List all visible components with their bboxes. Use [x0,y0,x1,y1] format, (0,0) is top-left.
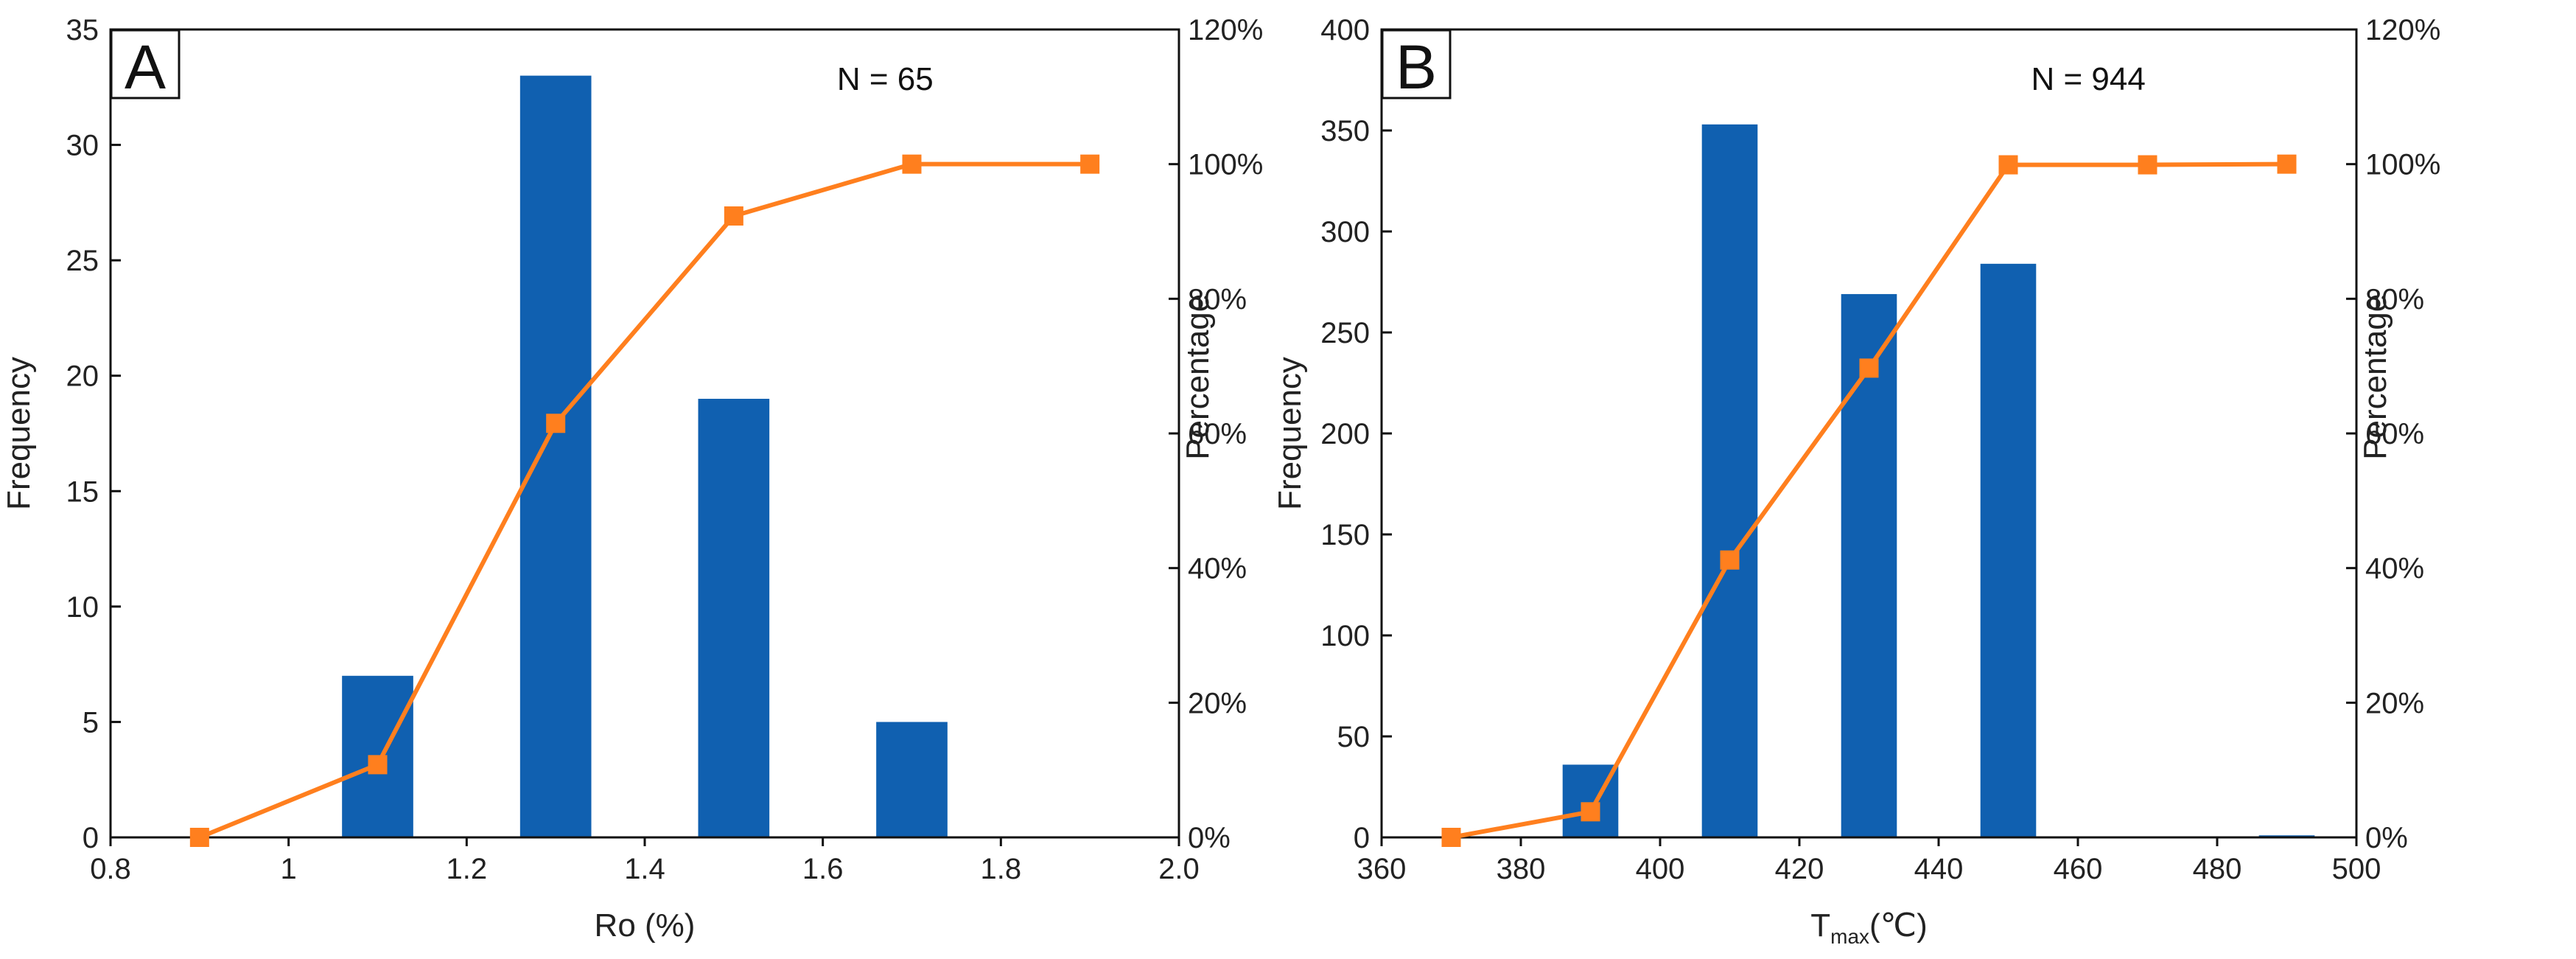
x-tick-label: 480 [2193,853,2242,885]
y-tick-label: 0 [1354,822,1370,854]
x-axis-title: Tmax(℃) [1810,907,1928,948]
y2-tick-label: 20% [2365,687,2424,719]
x-tick-label: 1.6 [802,853,844,885]
x-tick-label: 1.8 [981,853,1022,885]
x-tick-label: 500 [2332,853,2381,885]
y-tick-label: 350 [1320,115,1370,147]
y2-tick-label: 40% [1188,553,1247,585]
line-marker [902,154,922,174]
bar [876,722,948,837]
plot-frame [109,28,1180,839]
y-axis-title: Frequency [1272,357,1308,510]
line-marker [1720,550,1740,570]
line-marker [2277,154,2297,174]
x-tick-label: 420 [1775,853,1824,885]
line-marker [724,206,743,226]
y-tick-label: 250 [1320,317,1370,349]
bar [519,75,592,838]
y2-tick-label: 0% [1188,822,1231,854]
y-tick-label: 100 [1320,620,1370,652]
y2-tick-label: 60% [2365,418,2424,450]
line-marker [1581,802,1600,822]
y2-tick-label: 40% [2365,553,2424,585]
x-tick-label: 0.8 [90,853,131,885]
line-marker [1080,154,1100,174]
bar [1841,293,1897,837]
x-tick-label: 1.2 [447,853,488,885]
line-marker [1859,358,1879,378]
y2-tick-label: 120% [2365,14,2440,46]
y-tick-label: 200 [1320,418,1370,450]
y2-tick-label: 0% [2365,822,2408,854]
sample-count: N = 65 [837,61,934,97]
y-tick-label: 30 [66,130,99,162]
y-tick-label: 35 [66,14,99,46]
line-marker [368,755,388,775]
y2-tick-label: 80% [2365,283,2424,315]
line-marker [1998,155,2018,175]
sample-count: N = 944 [2031,61,2146,97]
y2-tick-label: 80% [1188,283,1247,315]
x-axis-title-unit: (℃) [1869,907,1928,944]
y2-tick-label: 100% [2365,149,2440,181]
y-tick-label: 0 [83,822,99,854]
line-marker [2138,155,2157,175]
y-tick-label: 400 [1320,14,1370,46]
y-tick-label: 300 [1320,216,1370,248]
y-tick-label: 10 [66,591,99,624]
panel-label: B [1396,32,1437,102]
y2-tick-label: 20% [1188,687,1247,719]
y2-tick-label: 60% [1188,418,1247,450]
bar [698,399,770,837]
panel-label-box [110,29,181,100]
y-tick-label: 150 [1320,519,1370,551]
x-tick-label: 1.4 [624,853,665,885]
line-marker [546,414,566,433]
bar [1701,124,1758,837]
y-tick-label: 5 [83,706,99,739]
panel-label: A [125,32,166,102]
chart-panel-a: 0 5 10 15 20 25 30 35 0% 20% 40% 60% 80% 100% 120% 0.8 1… [1,14,1263,944]
y-tick-label: 50 [1337,721,1371,753]
panel-label-box [1381,29,1452,100]
y2-axis-title: Percentage [2357,294,2393,460]
x-axis-title-main: T [1810,907,1830,944]
x-tick-label: 360 [1357,853,1407,885]
x-tick-label: 2.0 [1158,853,1200,885]
y2-tick-label: 120% [1188,14,1263,46]
x-tick-label: 400 [1636,853,1685,885]
y-tick-label: 20 [66,360,99,393]
cumulative-line [198,161,1091,840]
x-tick-label: 380 [1497,853,1546,885]
x-tick-label: 460 [2054,853,2103,885]
line-marker [189,828,209,847]
x-axis-title: Ro (%) [595,907,696,944]
x-axis-title-sub: max [1830,925,1869,948]
bar [1980,263,2037,838]
y-tick-label: 15 [66,475,99,508]
line-marker [1441,828,1461,847]
y2-tick-label: 100% [1188,149,1263,181]
chart-panel-b: 0 50 100 150 200 250 300 350 400 0% 20% 40% 60% 80% 10… [1272,14,2440,948]
y2-axis-title: Percentage [1180,294,1216,460]
y-tick-label: 25 [66,245,99,277]
x-tick-label: 1 [281,853,297,885]
y-axis-title: Frequency [1,357,37,510]
x-tick-label: 440 [1914,853,1964,885]
